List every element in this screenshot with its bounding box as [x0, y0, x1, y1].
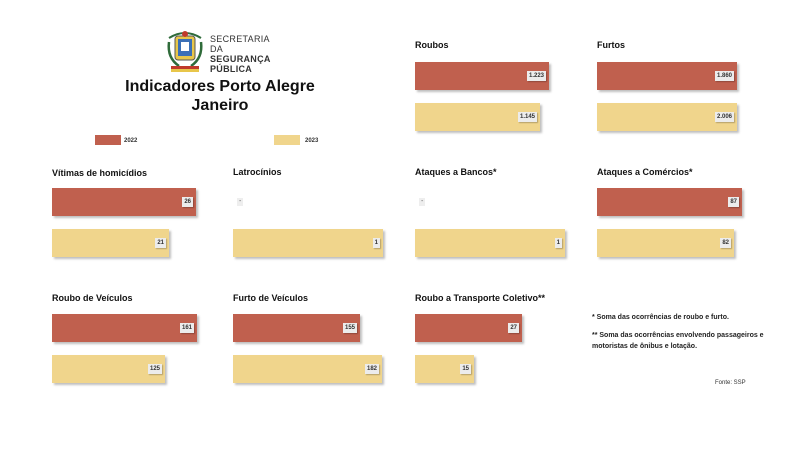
- chart-title-roubo-a-transporte-coletivo: Roubo a Transporte Coletivo**: [415, 293, 546, 303]
- bar-value-roubo-de-veiculos-2022: 161: [179, 323, 194, 333]
- bar-value-latrocinios-2023: 1: [372, 238, 380, 248]
- bar-value-roubos-2023: 1.145: [517, 112, 537, 122]
- page-title: Indicadores Porto Alegre: [125, 78, 315, 95]
- bar-roubos-2022: 1.223: [415, 62, 549, 90]
- bar-value-vitimas-de-homicidios-2022: 26: [182, 197, 193, 207]
- bar-latrocinios-2023: 1: [233, 229, 383, 257]
- legend-label-2023: 2023: [305, 138, 319, 144]
- bar-furtos-2023: 2.006: [597, 103, 737, 131]
- logo-line-1: SECRETARIA DA: [210, 34, 270, 54]
- bar-value-ataques-a-comercios-2022: 87: [728, 197, 739, 207]
- chart-title-latrocinios: Latrocínios: [233, 167, 282, 177]
- logo-wordmark: SECRETARIA DA SEGURANÇA PÚBLICA: [210, 34, 285, 74]
- bar-vitimas-de-homicidios-2023: 21: [52, 229, 169, 257]
- bar-furtos-2022: 1.860: [597, 62, 737, 90]
- bar-furto-de-veiculos-2023: 182: [233, 355, 382, 383]
- chart-title-vitimas-de-homicidios: Vítimas de homicídios: [52, 168, 148, 178]
- bar-value-roubo-a-transporte-coletivo-2022: 27: [508, 323, 519, 333]
- bar-value-roubos-2022: 1.223: [526, 71, 546, 81]
- bar-value-ataques-a-comercios-2023: 82: [720, 238, 731, 248]
- source-label: Fonte: SSP: [715, 380, 746, 386]
- coat-of-arms-icon: [167, 31, 203, 72]
- bar-ataques-a-bancos-2023: 1: [415, 229, 565, 257]
- note-asterisk: * Soma das ocorrências de roubo e furto.: [592, 314, 729, 321]
- bar-roubos-2023: 1.145: [415, 103, 540, 131]
- bar-value-furto-de-veiculos-2023: 182: [364, 364, 379, 374]
- bar-value-furtos-2022: 1.860: [714, 71, 734, 81]
- chart-title-furto-de-veiculos: Furto de Veículos: [233, 293, 309, 303]
- bar-roubo-a-transporte-coletivo-2022: 27: [415, 314, 522, 342]
- ssp-logo: SECRETARIA DA SEGURANÇA PÚBLICA: [165, 30, 285, 76]
- logo-line-2: SEGURANÇA: [210, 54, 271, 64]
- legend-swatch-2022: [95, 135, 121, 145]
- bar-value-furtos-2023: 2.006: [714, 112, 734, 122]
- chart-title-roubos: Roubos: [415, 40, 449, 50]
- bar-value-ataques-a-bancos-2023: 1: [554, 238, 562, 248]
- legend-swatch-2023: [274, 135, 300, 145]
- chart-title-roubo-de-veiculos: Roubo de Veículos: [52, 293, 133, 303]
- bar-furto-de-veiculos-2022: 155: [233, 314, 360, 342]
- bar-ataques-a-comercios-2023: 82: [597, 229, 734, 257]
- page-subtitle: Janeiro: [191, 97, 249, 114]
- legend-label-2022: 2022: [124, 138, 138, 144]
- bar-roubo-de-veiculos-2022: 161: [52, 314, 197, 342]
- bar-value-vitimas-de-homicidios-2023: 21: [155, 238, 166, 248]
- chart-title-ataques-a-comercios: Ataques a Comércios*: [597, 167, 693, 177]
- bar-value-roubo-de-veiculos-2023: 125: [147, 364, 162, 374]
- bar-roubo-de-veiculos-2023: 125: [52, 355, 165, 383]
- bar-value-furto-de-veiculos-2022: 155: [342, 323, 357, 333]
- chart-title-ataques-a-bancos: Ataques a Bancos*: [415, 167, 497, 177]
- logo-line-3: PÚBLICA: [210, 64, 253, 74]
- bar-label-latrocinios-2022: -: [237, 198, 244, 206]
- bar-ataques-a-comercios-2022: 87: [597, 188, 742, 216]
- bar-roubo-a-transporte-coletivo-2023: 15: [415, 355, 474, 383]
- bar-vitimas-de-homicidios-2022: 26: [52, 188, 196, 216]
- bar-value-roubo-a-transporte-coletivo-2023: 15: [460, 364, 471, 374]
- note-double-asterisk: ** Soma das ocorrências envolvendo passa…: [592, 332, 764, 350]
- bar-label-ataques-a-bancos-2022: -: [419, 198, 426, 206]
- chart-title-furtos: Furtos: [597, 40, 625, 50]
